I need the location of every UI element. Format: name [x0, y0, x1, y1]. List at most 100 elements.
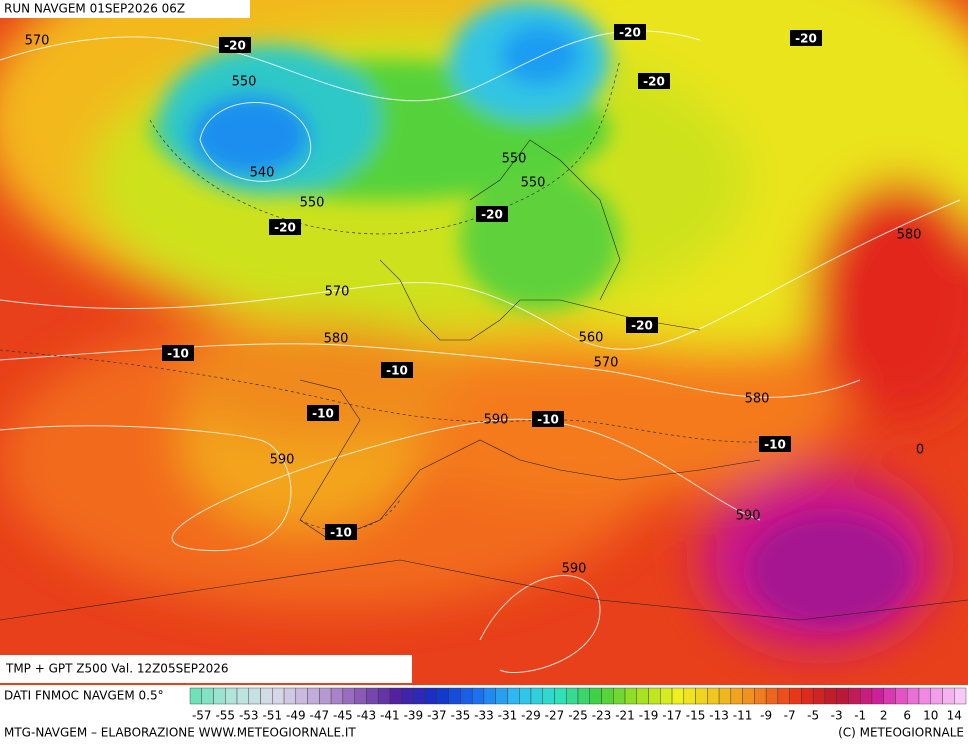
colorbar-tick-label: -27 — [545, 709, 565, 723]
product-box — [0, 655, 412, 683]
colorbar-box — [801, 687, 814, 705]
colorbar-box — [319, 687, 332, 705]
isotherm-label-box — [759, 436, 791, 452]
isotherm-label-box — [790, 30, 822, 46]
colorbar-tick-label: -35 — [451, 709, 471, 723]
source-text: DATI FNMOC NAVGEM 0.5° — [4, 689, 164, 703]
isotherm-label-box — [325, 524, 357, 540]
isotherm-label-box — [532, 411, 564, 427]
colorbar: -57 -55 -53 -51 -49 -47 -45 -43 -41 -39 -37 -35 -33-… — [189, 687, 967, 723]
colorbar-box — [307, 687, 320, 705]
colorbar-tick-label: -19 — [639, 709, 659, 723]
coastlines — [0, 139, 968, 621]
colorbar-box — [201, 687, 214, 705]
colorbar-box — [413, 687, 426, 705]
contour-label: 570 — [325, 285, 350, 300]
colorbar-tick-label: 2 — [880, 709, 888, 723]
colorbar-tick-label: -11 — [733, 709, 753, 723]
isotherm-label-box — [476, 206, 508, 222]
map-labels: 570 550 540 550 550 550 570 580 560 570 580 590 590 5… — [25, 24, 924, 577]
product-title: TMP + GPT Z500 Val. 12Z05SEP2026 — [5, 662, 229, 676]
colorbar-tick-label: -51 — [262, 709, 282, 723]
colorbar-box — [895, 687, 908, 705]
contour-label: 550 — [232, 75, 257, 90]
colorbar-box — [671, 687, 685, 705]
colorbar-box — [189, 687, 202, 705]
colorbar-box — [660, 687, 673, 705]
colorbar-box — [695, 687, 708, 705]
colorbar-box — [859, 687, 873, 705]
map-field — [0, 0, 968, 685]
colorbar-box — [566, 687, 579, 705]
colorbar-box — [248, 687, 261, 705]
colorbar-box — [448, 687, 461, 705]
colorbar-box — [601, 687, 614, 705]
colorbar-tick-label: -3 — [831, 709, 843, 723]
isotherm-label: -20 — [631, 319, 653, 333]
colorbar-tick-label: -15 — [686, 709, 706, 723]
isotherm-label: -10 — [537, 413, 559, 427]
colorbar-tick-label: -43 — [357, 709, 377, 723]
colorbar-box — [883, 687, 896, 705]
colorbar-box — [648, 687, 661, 705]
colorbar-box — [460, 687, 473, 705]
colorbar-tick-label: -23 — [592, 709, 612, 723]
colorbar-box — [754, 687, 767, 705]
copyright-text: (C) METEOGIORNALE — [838, 726, 964, 740]
contour-label: 550 — [502, 152, 527, 167]
isotherm-label-box — [307, 405, 339, 421]
colorbar-box — [871, 687, 884, 705]
colorbar-box — [942, 687, 955, 705]
colorbar-box — [354, 687, 367, 705]
colorbar-tick-label: -45 — [333, 709, 353, 723]
colorbar-box — [471, 687, 485, 705]
colorbar-tick-label: -55 — [215, 709, 235, 723]
isotherm-label-box — [381, 362, 413, 378]
contour-label: 540 — [250, 166, 275, 181]
isotherm-label-box — [162, 345, 194, 361]
isotherm-label-box — [638, 73, 670, 89]
contour-label: 580 — [324, 332, 349, 347]
colorbar-box — [507, 687, 520, 705]
credit-text: MTG-NAVGEM – ELABORAZIONE WWW.METEOGIORN… — [4, 726, 356, 740]
colorbar-box — [589, 687, 602, 705]
colorbar-box — [918, 687, 931, 705]
isotherm-label: -20 — [481, 208, 503, 222]
colorbar-box — [436, 687, 449, 705]
isotherm-label: -20 — [274, 221, 296, 235]
contour-label: 550 — [521, 176, 546, 191]
colorbar-box — [272, 687, 285, 705]
isotherm-label: -10 — [330, 526, 352, 540]
colorbar-box — [954, 687, 967, 705]
colorbar-tick-label: 6 — [903, 709, 911, 723]
colorbar-box — [730, 687, 743, 705]
colorbar-box — [260, 687, 273, 705]
isotherm-label-box — [626, 317, 658, 333]
colorbar-box — [777, 687, 790, 705]
colorbar-box — [330, 687, 344, 705]
colorbar-box — [718, 687, 732, 705]
contour-label: 0 — [916, 443, 924, 458]
colorbar-box — [683, 687, 696, 705]
colorbar-box — [836, 687, 849, 705]
colorbar-box — [765, 687, 779, 705]
contour-label: 580 — [897, 228, 922, 243]
colorbar-tick-label: -39 — [404, 709, 424, 723]
isotherms — [0, 59, 791, 531]
colorbar-tick-label: -13 — [709, 709, 729, 723]
isotherm-label: -10 — [167, 347, 189, 361]
colorbar-box — [389, 687, 402, 705]
colorbar-tick-label: -9 — [760, 709, 772, 723]
colorbar-tick-label: 14 — [947, 709, 962, 723]
colorbar-tick-label: -47 — [310, 709, 330, 723]
colorbar-box — [907, 687, 920, 705]
isotherm-label: -20 — [795, 32, 817, 46]
isotherm-label: -10 — [312, 407, 334, 421]
colorbar-box — [401, 687, 414, 705]
colorbar-tick-label: -49 — [286, 709, 306, 723]
colorbar-box — [236, 687, 249, 705]
colorbar-box — [848, 687, 861, 705]
header-title: RUN NAVGEM 01SEP2026 06Z — [4, 2, 185, 16]
colorbar-box — [424, 687, 438, 705]
colorbar-box — [342, 687, 355, 705]
